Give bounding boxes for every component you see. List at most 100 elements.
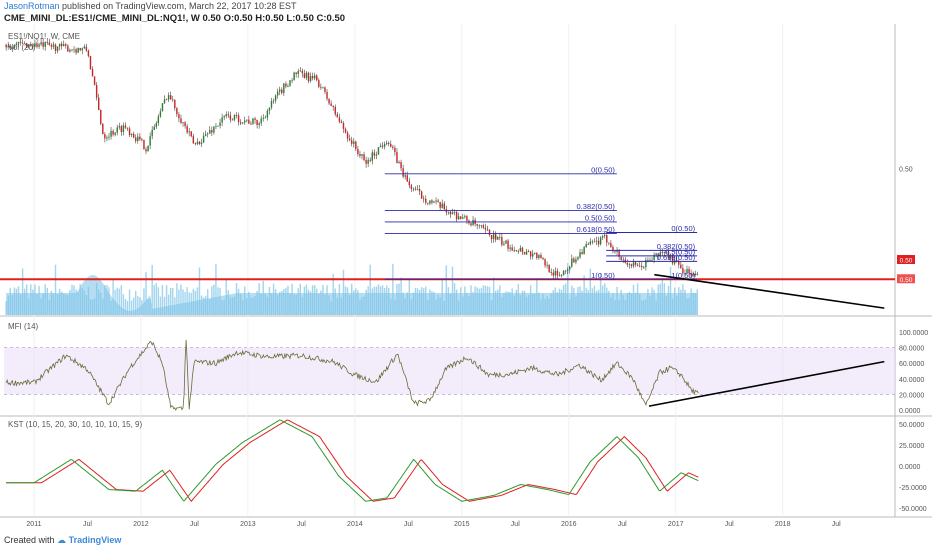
volume-bar <box>529 285 532 315</box>
candle-body <box>186 126 188 133</box>
candle-body <box>663 251 666 253</box>
volume-bar <box>414 287 417 315</box>
volume-bar <box>560 289 563 315</box>
volume-bar <box>466 292 468 315</box>
candle-body <box>630 264 633 267</box>
candle-body <box>233 115 236 120</box>
candle-body <box>583 247 585 255</box>
volume-bar <box>262 280 264 315</box>
volume-bar <box>85 295 88 315</box>
volume-bar <box>176 283 178 315</box>
candle-body <box>464 216 466 218</box>
candle-body <box>79 48 81 51</box>
time-axis-label: Jul <box>297 521 306 528</box>
candle-body <box>614 251 616 253</box>
candle-body <box>560 275 563 277</box>
volume-bar <box>75 289 77 315</box>
volume-bar <box>147 299 149 315</box>
volume-bar <box>431 291 433 315</box>
candle-body <box>108 136 110 138</box>
volume-bar <box>610 297 612 315</box>
volume-bar <box>320 290 322 315</box>
candle-body <box>534 252 536 254</box>
candle-body <box>402 168 404 177</box>
candle-body <box>412 188 415 190</box>
candle-body <box>254 118 256 120</box>
volume-bar <box>91 299 94 315</box>
volume-bar <box>128 289 131 315</box>
publish-info: published on TradingView.com, March 22, … <box>62 1 297 11</box>
volume-bar <box>634 292 637 315</box>
mfi-axis-tick: 40.0000 <box>899 377 924 384</box>
volume-bar <box>437 294 439 315</box>
candle-body <box>316 75 318 81</box>
fib-level-label: 1(0.50) <box>671 271 695 280</box>
volume-bar <box>225 279 227 315</box>
candle-body <box>58 43 61 47</box>
candle-body <box>437 200 439 202</box>
author-link[interactable]: JasonRotman <box>4 1 60 11</box>
volume-bar <box>503 292 505 315</box>
candle-body <box>151 129 153 137</box>
candle-body <box>69 49 71 52</box>
candle-body <box>696 273 699 276</box>
volume-bar <box>334 288 336 315</box>
volume-bar <box>377 284 380 315</box>
volume-bar <box>599 273 602 315</box>
candle-body <box>328 98 330 104</box>
volume-bar <box>690 288 692 315</box>
time-axis-label: 2014 <box>347 521 363 528</box>
volume-bar <box>449 293 452 315</box>
volume-bar <box>186 287 188 315</box>
volume-bar <box>647 289 649 315</box>
volume-bar <box>239 293 242 315</box>
volume-bar <box>556 292 559 315</box>
candle-body <box>566 269 569 271</box>
candle-body <box>361 154 363 156</box>
candle-body <box>552 272 555 276</box>
volume-bar <box>120 285 123 315</box>
volume-bar <box>618 299 620 315</box>
volume-bar <box>562 284 565 315</box>
volume-bar <box>58 289 61 315</box>
candle-body <box>585 244 587 248</box>
candle-body <box>209 130 211 134</box>
volume-bar <box>297 288 299 315</box>
volume-bar <box>167 294 170 315</box>
volume-bar <box>122 294 125 315</box>
volume-bar <box>540 299 542 315</box>
volume-bar <box>182 289 184 315</box>
volume-bar <box>165 285 168 315</box>
candle-body <box>385 142 388 145</box>
volume-bar <box>416 288 419 315</box>
price-badge-value: 0.50 <box>900 258 913 265</box>
volume-bar <box>272 283 275 315</box>
tradingview-brand[interactable]: TradingView <box>68 535 122 545</box>
volume-bar <box>126 300 129 315</box>
candle-body <box>97 97 100 110</box>
candle-body <box>505 240 507 244</box>
volume-bar <box>307 289 310 315</box>
volume-bar <box>313 285 316 315</box>
time-axis-label: 2015 <box>454 521 470 528</box>
candle-body <box>264 117 267 119</box>
candle-body <box>678 261 680 265</box>
fib-level-label: 0(0.50) <box>671 224 695 233</box>
volume-bar <box>270 293 273 315</box>
candle-body <box>155 123 158 127</box>
volume-bar <box>143 288 145 315</box>
volume-bar <box>558 288 561 315</box>
volume-bar <box>241 299 244 315</box>
candle-body <box>118 126 120 128</box>
candle-body <box>632 262 635 267</box>
volume-bar <box>355 288 357 315</box>
volume-bar <box>54 264 57 315</box>
candle-body <box>480 225 483 227</box>
candle-body <box>680 264 682 269</box>
volume-bar <box>95 283 98 315</box>
volume-bar <box>488 286 491 315</box>
volume-bar <box>671 298 674 315</box>
volume-bar <box>83 290 86 315</box>
volume-bar <box>569 299 571 315</box>
candle-body <box>163 99 166 104</box>
